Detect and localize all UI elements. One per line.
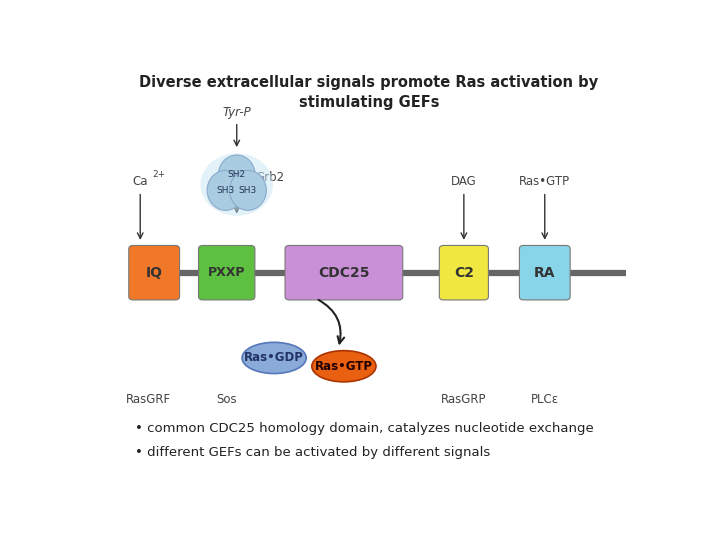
FancyBboxPatch shape xyxy=(199,246,255,300)
FancyBboxPatch shape xyxy=(285,246,402,300)
Text: SH3: SH3 xyxy=(239,186,257,195)
Text: Tyr-P: Tyr-P xyxy=(222,106,251,119)
Text: Ras•GTP: Ras•GTP xyxy=(315,360,373,373)
Text: Ras•GTP: Ras•GTP xyxy=(519,175,570,188)
Text: IQ: IQ xyxy=(145,266,163,280)
Text: PLCε: PLCε xyxy=(531,393,559,406)
Text: Diverse extracellular signals promote Ras activation by
stimulating GEFs: Diverse extracellular signals promote Ra… xyxy=(140,75,598,110)
Text: CDC25: CDC25 xyxy=(318,266,369,280)
Text: RA: RA xyxy=(534,266,556,280)
Text: Sos: Sos xyxy=(217,393,237,406)
Text: SH2: SH2 xyxy=(228,171,246,179)
Ellipse shape xyxy=(242,342,306,374)
Text: SH3: SH3 xyxy=(217,186,235,195)
Ellipse shape xyxy=(207,171,244,211)
Text: C2: C2 xyxy=(454,266,474,280)
Text: Ca: Ca xyxy=(132,175,148,188)
Text: • different GEFs can be activated by different signals: • different GEFs can be activated by dif… xyxy=(135,446,490,459)
Ellipse shape xyxy=(218,155,255,195)
FancyBboxPatch shape xyxy=(519,246,570,300)
FancyBboxPatch shape xyxy=(439,246,488,300)
Text: • common CDC25 homology domain, catalyzes nucleotide exchange: • common CDC25 homology domain, catalyze… xyxy=(135,422,593,435)
FancyBboxPatch shape xyxy=(129,246,179,300)
Text: DAG: DAG xyxy=(451,175,477,188)
Ellipse shape xyxy=(230,171,266,211)
Text: Grb2: Grb2 xyxy=(255,171,284,184)
Text: RasGRP: RasGRP xyxy=(441,393,487,406)
Text: Ras•GDP: Ras•GDP xyxy=(244,352,304,365)
Text: RasGRF: RasGRF xyxy=(126,393,171,406)
Text: 2+: 2+ xyxy=(153,171,166,179)
Ellipse shape xyxy=(200,153,273,216)
Ellipse shape xyxy=(312,350,376,382)
Text: PXXP: PXXP xyxy=(208,266,246,279)
